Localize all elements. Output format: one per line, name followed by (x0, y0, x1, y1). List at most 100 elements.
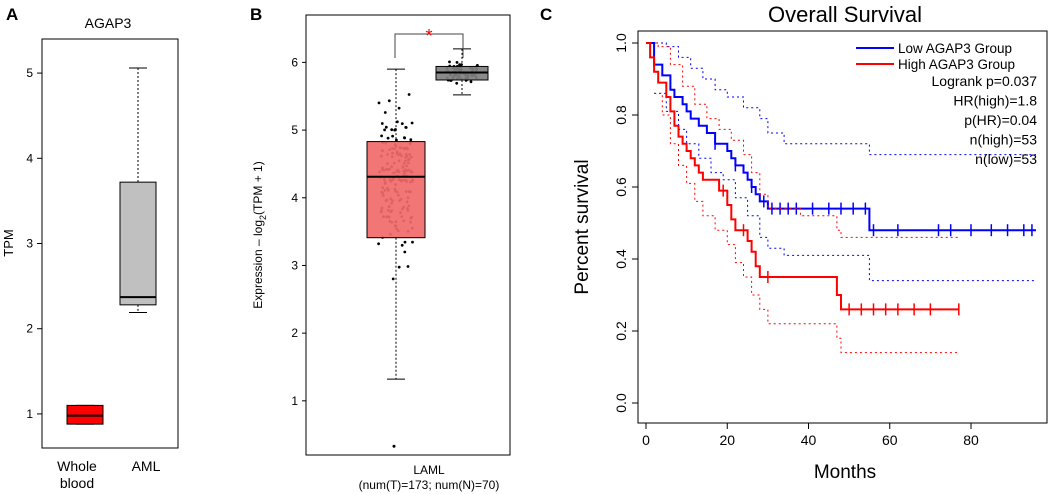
panel-b-ylabel-tail: (TPM + 1) (251, 161, 265, 215)
panel-b-frame (305, 14, 511, 456)
c-low-curve (646, 42, 1036, 232)
b-point-0-129 (386, 136, 390, 140)
panel-c-xlabel: Months (814, 462, 876, 483)
panel-b-jitter-points (377, 60, 479, 448)
panel-b-label: B (250, 5, 262, 24)
panel-c-legend: Low AGAP3 Group High AGAP3 Group (856, 41, 1015, 72)
b-point-0-76 (380, 122, 384, 125)
legend-low-label: Low AGAP3 Group (898, 41, 1012, 56)
b-point-0-0 (383, 128, 386, 132)
a-xlabel-0-1: blood (60, 475, 94, 491)
panel-a-ylabel: TPM (1, 229, 16, 256)
b-point-0-150 (397, 265, 401, 269)
b-point-0-18 (400, 122, 404, 125)
b-point-0-1 (383, 111, 387, 114)
panel-c-label: C (540, 5, 552, 24)
b-ytick-label-5: 6 (291, 55, 298, 69)
panel-c-axes: 0 20 40 60 80 0.0 0.2 0.4 0.6 0.8 1.0 (613, 33, 979, 448)
b-point-0-172 (395, 138, 398, 142)
b-ytick-label-1: 2 (291, 326, 298, 340)
panel-a-label: A (6, 5, 18, 24)
panel-a-frame (41, 38, 179, 449)
c-ytick-label-4: 0.8 (613, 105, 629, 125)
c-xtick-label-1: 20 (719, 432, 735, 448)
c-high-curve (646, 42, 959, 311)
panel-b-xsublabel: (num(T)=173; num(N)=70) (359, 478, 500, 492)
b-point-0-32 (387, 99, 391, 103)
b-point-0-99 (377, 101, 381, 105)
c-stat-4: n(low)=53 (975, 151, 1037, 167)
c-ytick-label-3: 0.6 (613, 177, 629, 197)
b-point-0-135 (411, 240, 414, 244)
b-point-1-60 (469, 80, 473, 84)
a-ytick-label-4: 5 (26, 66, 33, 80)
b-point-1-36 (455, 61, 459, 64)
b-ytick-label-2: 3 (291, 258, 298, 272)
b-ytick-label-4: 5 (291, 123, 298, 137)
b-outlier-0-0 (392, 444, 396, 448)
b-point-0-29 (391, 134, 394, 138)
b-point-0-84 (409, 138, 413, 142)
c-xtick-label-3: 60 (882, 432, 898, 448)
panel-b-ylabel: Expression – log2(TPM + 1) (251, 161, 268, 308)
a-ytick-label-1: 2 (26, 322, 33, 336)
c-stat-0: Logrank p=0.037 (932, 73, 1038, 89)
c-xtick-label-4: 80 (963, 432, 979, 448)
c-ytick-label-2: 0.4 (613, 249, 629, 269)
a-ytick-label-2: 3 (26, 237, 33, 251)
panel-b-ylabel-main: Expression – log (251, 220, 265, 309)
b-point-0-121 (403, 136, 406, 140)
a-box-1 (119, 181, 157, 306)
b-point-0-98 (407, 93, 411, 96)
legend-high-label: High AGAP3 Group (898, 57, 1015, 72)
b-point-0-52 (406, 265, 410, 268)
panel-a-title: AGAP3 (85, 15, 132, 31)
c-ytick-label-5: 1.0 (613, 33, 629, 53)
significance-bracket (394, 33, 464, 58)
c-stat-1: HR(high)=1.8 (953, 93, 1037, 109)
c-low-ci-lower (654, 92, 1036, 282)
b-point-0-62 (410, 121, 414, 125)
b-point-0-49 (384, 125, 388, 129)
panel-c-ylabel: Percent survival (572, 159, 593, 294)
panel-b-xlabel: LAML (413, 463, 445, 477)
b-point-0-128 (397, 106, 401, 110)
c-xtick-label-2: 40 (801, 432, 817, 448)
significance-star: * (425, 26, 432, 46)
b-ytick-label-0: 1 (291, 394, 298, 408)
b-point-0-123 (403, 240, 407, 244)
c-high-ci-lower (654, 92, 959, 354)
b-point-0-88 (393, 128, 397, 132)
b-point-1-53 (458, 63, 461, 66)
b-box-0 (366, 141, 426, 239)
b-point-0-164 (391, 277, 395, 281)
panel-c-series (646, 42, 1036, 354)
panel-a-boxes (66, 67, 157, 425)
panel-c-title: Overall Survival (768, 2, 922, 27)
panel-c-stats: Logrank p=0.037 HR(high)=1.8 p(HR)=0.04 n(h… (932, 73, 1038, 167)
b-point-0-131 (390, 128, 394, 132)
b-ytick-label-3: 4 (291, 191, 298, 205)
panel-b-y-axis: 1 2 3 4 5 6 (291, 55, 306, 408)
b-point-0-64 (403, 250, 407, 254)
a-ytick-label-3: 4 (26, 151, 33, 165)
b-point-0-111 (377, 242, 380, 246)
c-ytick-label-1: 0.2 (613, 321, 629, 341)
b-point-0-14 (380, 134, 383, 138)
c-stat-2: p(HR)=0.04 (964, 112, 1037, 128)
b-point-1-68 (448, 60, 451, 64)
c-stat-3: n(high)=53 (970, 132, 1038, 148)
panel-b-boxes (366, 48, 489, 380)
a-xlabel-1-0: AML (132, 458, 161, 474)
c-ytick-label-0: 0.0 (613, 393, 629, 413)
a-ytick-label-0: 1 (26, 407, 33, 421)
c-low-ci-upper (646, 42, 1036, 156)
panel-b-ylabel-sub: 2 (258, 215, 268, 220)
a-xlabel-0-0: Whole (57, 458, 97, 474)
b-point-0-106 (400, 243, 404, 247)
panel-a-y-axis: 1 2 3 4 5 (26, 66, 42, 421)
